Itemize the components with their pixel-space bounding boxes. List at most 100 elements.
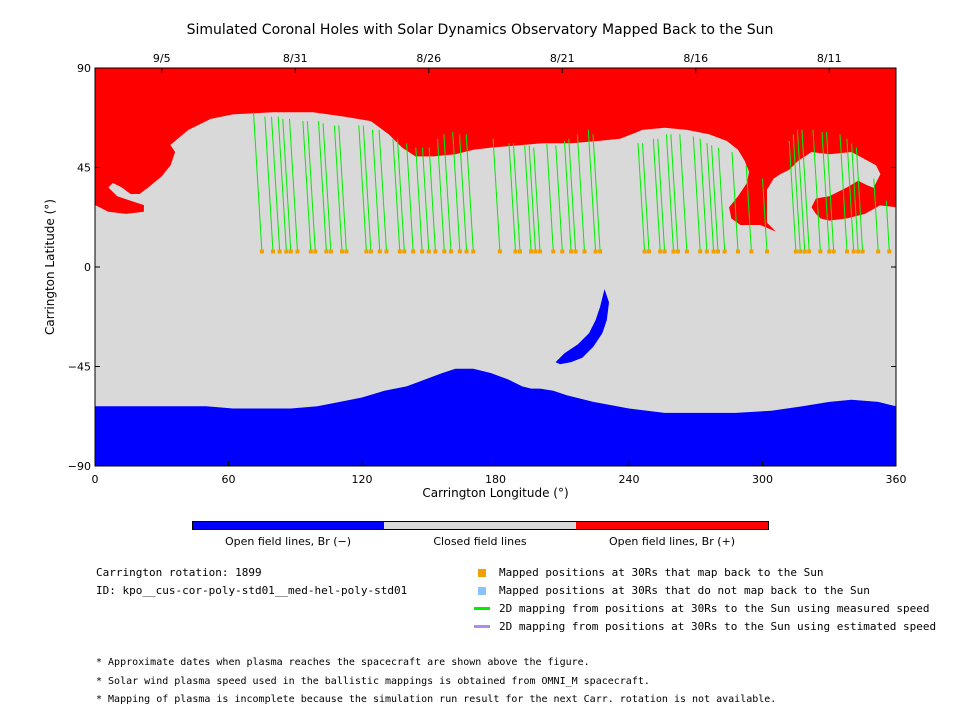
mapped-point (313, 249, 318, 254)
legend-mapped: Mapped positions at 30Rs that map back t… (499, 566, 824, 579)
mapping-lines (253, 112, 890, 252)
y-tick-label: 45 (77, 162, 91, 175)
mapped-point (384, 249, 389, 254)
mapping-line (731, 151, 739, 252)
mapped-point (818, 249, 823, 254)
mapped-point (642, 249, 647, 254)
mapping-line (277, 116, 287, 252)
mapping-line (826, 132, 835, 252)
mapping-line (788, 140, 797, 252)
mapping-line (592, 134, 601, 252)
mapped-point (860, 249, 865, 254)
mapped-point (497, 249, 502, 254)
x-tick-label: 240 (619, 473, 640, 486)
mapping-line (524, 145, 532, 252)
mapping-line (392, 138, 401, 252)
y-tick-label: −90 (68, 460, 91, 473)
mapped-point (529, 249, 534, 254)
legend-measured: 2D mapping from positions at 30Rs to the… (499, 602, 930, 615)
estimated-line-swatch (474, 625, 490, 628)
mapped-point (259, 249, 264, 254)
colorbar-frame (192, 521, 769, 530)
mapping-line (851, 143, 859, 252)
unmapped-point-swatch (478, 587, 486, 595)
mapped-point (471, 249, 476, 254)
mapped-point (698, 249, 703, 254)
mapped-point (684, 249, 689, 254)
mapping-line (302, 121, 312, 252)
mapped-point (798, 249, 803, 254)
colorbar-closed (384, 521, 576, 529)
mapping-line (459, 134, 468, 252)
mapped-point (749, 249, 754, 254)
date-tick-label: 8/31 (283, 52, 308, 65)
legend-unmapped: Mapped positions at 30Rs that do not map… (499, 584, 870, 597)
mapping-line (492, 138, 501, 252)
mapping-line (533, 147, 541, 252)
mapped-point (518, 249, 522, 254)
mapping-line (801, 129, 810, 252)
mapping-line (576, 134, 585, 252)
mapping-line (706, 143, 715, 252)
x-tick-label: 60 (222, 473, 236, 486)
colorbar-label-closed: Closed field lines (433, 535, 527, 548)
mapping-line (699, 138, 708, 252)
open-negative-region (95, 368, 896, 466)
mapped-point (807, 249, 812, 254)
mapping-line (322, 123, 332, 252)
mapped-point (736, 249, 740, 254)
mapping-line (397, 138, 405, 252)
mapping-line (437, 138, 445, 252)
mapped-point (802, 249, 807, 254)
mapped-point (277, 249, 282, 254)
mapping-line (512, 143, 521, 252)
mapping-line (378, 129, 387, 252)
mapping-line (358, 125, 367, 252)
mapped-point (658, 249, 663, 254)
mapped-point (551, 249, 556, 254)
mapping-line (555, 145, 563, 252)
y-tick-label: −45 (68, 361, 91, 374)
mapping-line (665, 134, 674, 252)
mapped-point (765, 249, 769, 254)
mapping-line (821, 132, 830, 252)
mapped-point (402, 249, 407, 254)
mapping-line (652, 138, 661, 252)
mapping-line (443, 134, 452, 252)
mapping-line (745, 165, 752, 252)
mapping-line (264, 116, 274, 252)
x-tick-label: 360 (886, 473, 907, 486)
mapping-line (762, 178, 768, 252)
mapping-line (406, 143, 414, 252)
mapping-line (306, 121, 316, 252)
open-negative-streak (555, 289, 609, 365)
mapped-point (593, 249, 598, 254)
mapped-point (295, 249, 300, 254)
mapping-line (333, 125, 343, 252)
plot-area (94, 67, 897, 467)
mapping-line (637, 143, 646, 252)
mapping-line (642, 143, 650, 252)
mapping-line (692, 136, 701, 252)
mapping-line (428, 147, 436, 252)
mapping-line (873, 178, 879, 252)
mapped-point (433, 249, 438, 254)
mapped-point (324, 249, 329, 254)
mapping-line (679, 134, 688, 252)
mapped-point (647, 249, 651, 254)
x-tick-label: 120 (352, 473, 373, 486)
chart-title: Simulated Coronal Holes with Solar Dynam… (186, 22, 774, 38)
date-tick-label: 9/5 (153, 52, 171, 65)
open-positive-island (811, 180, 885, 221)
mapping-line (338, 125, 347, 252)
mapped-point (538, 249, 542, 254)
mapping-line (415, 147, 423, 252)
note-incomplete: * Mapping of plasma is incomplete becaus… (96, 694, 777, 705)
mapping-line (318, 121, 327, 252)
mapping-line (711, 145, 719, 252)
mapping-line (717, 147, 726, 252)
date-tick-label: 8/11 (817, 52, 842, 65)
mapping-line (796, 129, 806, 252)
mapping-line (508, 143, 516, 252)
